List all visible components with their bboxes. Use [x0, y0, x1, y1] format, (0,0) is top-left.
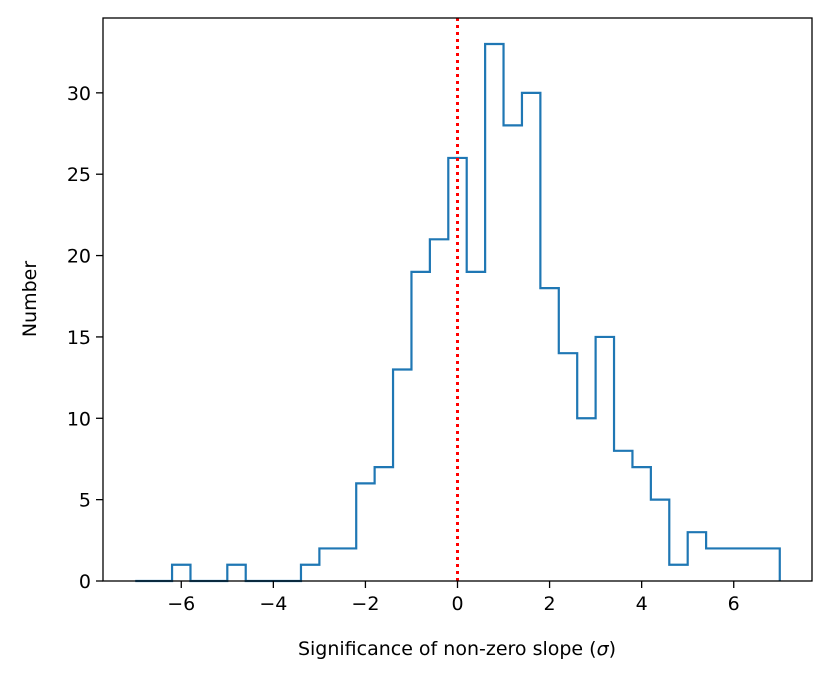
x-tick-label: −2	[351, 593, 379, 615]
x-tick-label: −4	[259, 593, 287, 615]
y-tick-label: 15	[67, 327, 91, 349]
x-tick-label: −6	[167, 593, 195, 615]
x-tick-label: 4	[636, 593, 648, 615]
y-tick-label: 10	[67, 408, 91, 430]
x-axis-label: Significance of non-zero slope (σ)	[298, 638, 616, 660]
y-tick-label: 20	[67, 246, 91, 268]
y-axis-ticks: 0 5 10 15 20 25 30	[67, 83, 103, 593]
x-tick-label: 6	[728, 593, 740, 615]
x-axis-ticks: −6 −4 −2 0 2 4 6	[167, 581, 740, 615]
y-tick-label: 0	[79, 571, 91, 593]
y-tick-label: 5	[79, 490, 91, 512]
y-tick-label: 25	[67, 164, 91, 186]
x-tick-label: 2	[544, 593, 556, 615]
x-tick-label: 0	[451, 593, 463, 615]
y-axis-label: Number	[19, 261, 41, 338]
y-tick-label: 30	[67, 83, 91, 105]
